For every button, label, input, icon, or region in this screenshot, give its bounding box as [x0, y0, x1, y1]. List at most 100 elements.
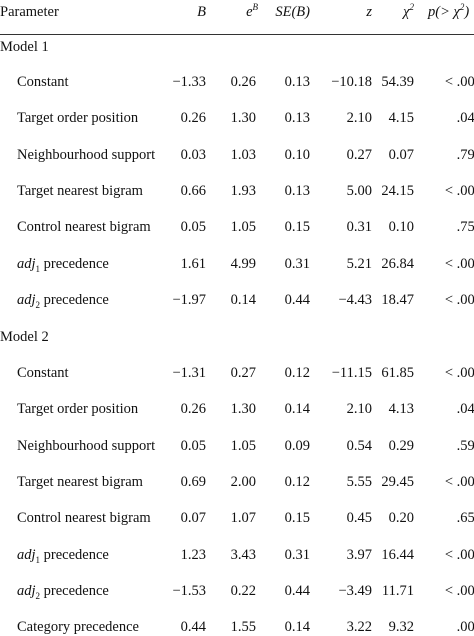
- cell-p: .001: [456, 619, 474, 636]
- header-se: SE(B): [275, 4, 310, 20]
- row-parameter: Control nearest bigram: [17, 219, 151, 236]
- cell-eb: 1.05: [230, 437, 256, 454]
- cell-p: < .001: [444, 255, 474, 272]
- cell-eb: 1.55: [230, 619, 256, 636]
- cell-p: .042: [456, 110, 474, 127]
- cell-z: −4.43: [338, 291, 372, 308]
- cell-b: 0.26: [180, 110, 206, 127]
- cell-p: < .001: [444, 291, 474, 308]
- header-b: B: [197, 4, 206, 20]
- header-p: p(> χ2): [428, 2, 470, 21]
- cell-p: .753: [456, 219, 474, 236]
- cell-se: 0.10: [284, 146, 310, 163]
- header-chi: χ2: [403, 2, 414, 21]
- header-parameter: Parameter: [0, 4, 59, 20]
- cell-p: .042: [456, 401, 474, 418]
- row-parameter: Neighbourhood support: [17, 437, 156, 454]
- cell-b: −1.33: [172, 74, 206, 90]
- cell-b: −1.31: [172, 365, 206, 381]
- cell-z: 5.55: [346, 473, 372, 490]
- cell-chi: 0.10: [388, 219, 414, 236]
- cell-z: 5.00: [346, 182, 372, 199]
- cell-eb: 1.30: [230, 401, 256, 418]
- cell-eb: 0.26: [230, 74, 256, 90]
- cell-chi: 4.15: [388, 110, 414, 127]
- cell-se: 0.13: [284, 74, 310, 90]
- cell-chi: 61.85: [381, 365, 414, 381]
- cell-z: −3.49: [338, 582, 372, 599]
- cell-se: 0.14: [284, 619, 310, 636]
- header-rule: [0, 34, 474, 35]
- cell-eb: 1.05: [230, 219, 256, 236]
- row-parameter: adj2 precedence: [17, 582, 109, 601]
- cell-eb: 4.99: [230, 255, 256, 272]
- cell-z: 5.21: [346, 255, 372, 272]
- cell-b: −1.53: [172, 582, 206, 599]
- cell-chi: 4.13: [388, 401, 414, 418]
- row-parameter: Constant: [17, 74, 69, 90]
- model-label: Model 1: [0, 39, 49, 55]
- model-label: Model 2: [0, 329, 49, 345]
- cell-p: < .001: [444, 546, 474, 563]
- row-parameter: Neighbourhood support: [17, 146, 156, 163]
- cell-chi: 0.29: [388, 437, 414, 454]
- header-eb: eB: [246, 2, 258, 21]
- cell-p: .653: [456, 510, 474, 527]
- cell-se: 0.12: [284, 365, 310, 381]
- cell-chi: 0.20: [388, 510, 414, 527]
- cell-chi: 9.32: [388, 619, 414, 636]
- cell-eb: 0.22: [230, 582, 256, 599]
- cell-z: 0.27: [346, 146, 372, 163]
- cell-b: −1.97: [172, 291, 206, 308]
- cell-chi: 0.07: [388, 146, 414, 163]
- table-header: Parameter B eB SE(B) z χ2 p(> χ2): [0, 0, 474, 34]
- cell-se: 0.15: [284, 219, 310, 236]
- cell-z: 0.31: [346, 219, 372, 236]
- row-parameter: adj1 precedence: [17, 255, 109, 274]
- row-parameter: Control nearest bigram: [17, 510, 151, 527]
- cell-eb: 1.30: [230, 110, 256, 127]
- cell-b: 1.61: [180, 255, 206, 272]
- cell-chi: 29.45: [381, 473, 414, 490]
- cell-chi: 16.44: [381, 546, 414, 563]
- cell-se: 0.12: [284, 473, 310, 490]
- cell-z: −10.18: [331, 74, 372, 90]
- cell-z: 2.10: [346, 401, 372, 418]
- cell-chi: 24.15: [381, 182, 414, 199]
- cell-p: < .001: [444, 582, 474, 599]
- cell-b: 0.07: [180, 510, 206, 527]
- cell-z: 3.22: [346, 619, 372, 636]
- cell-p: < .001: [444, 74, 474, 90]
- cell-p: < .001: [444, 473, 474, 490]
- cell-se: 0.44: [284, 291, 310, 308]
- cell-eb: 1.93: [230, 182, 256, 199]
- cell-z: −11.15: [331, 365, 372, 381]
- cell-z: 3.97: [346, 546, 372, 563]
- row-parameter: adj1 precedence: [17, 546, 109, 565]
- cell-eb: 3.43: [230, 546, 256, 563]
- cell-b: 0.05: [180, 437, 206, 454]
- row-parameter: Target nearest bigram: [17, 182, 143, 199]
- cell-b: 1.23: [180, 546, 206, 563]
- cell-p: .790: [456, 146, 474, 163]
- cell-chi: 11.71: [381, 582, 414, 599]
- row-parameter: Category precedence: [17, 619, 139, 636]
- cell-b: 0.69: [180, 473, 206, 490]
- cell-z: 2.10: [346, 110, 372, 127]
- cell-p: .592: [456, 437, 474, 454]
- cell-chi: 18.47: [381, 291, 414, 308]
- cell-b: 0.05: [180, 219, 206, 236]
- cell-se: 0.15: [284, 510, 310, 527]
- cell-b: 0.26: [180, 401, 206, 418]
- cell-b: 0.44: [180, 619, 206, 636]
- cell-chi: 26.84: [381, 255, 414, 272]
- cell-z: 0.45: [346, 510, 372, 527]
- cell-se: 0.09: [284, 437, 310, 454]
- cell-se: 0.31: [284, 255, 310, 272]
- cell-p: < .001: [444, 182, 474, 199]
- cell-eb: 0.14: [230, 291, 256, 308]
- cell-p: < .001: [444, 365, 474, 381]
- cell-chi: 54.39: [381, 74, 414, 90]
- cell-se: 0.14: [284, 401, 310, 418]
- cell-z: 0.54: [346, 437, 372, 454]
